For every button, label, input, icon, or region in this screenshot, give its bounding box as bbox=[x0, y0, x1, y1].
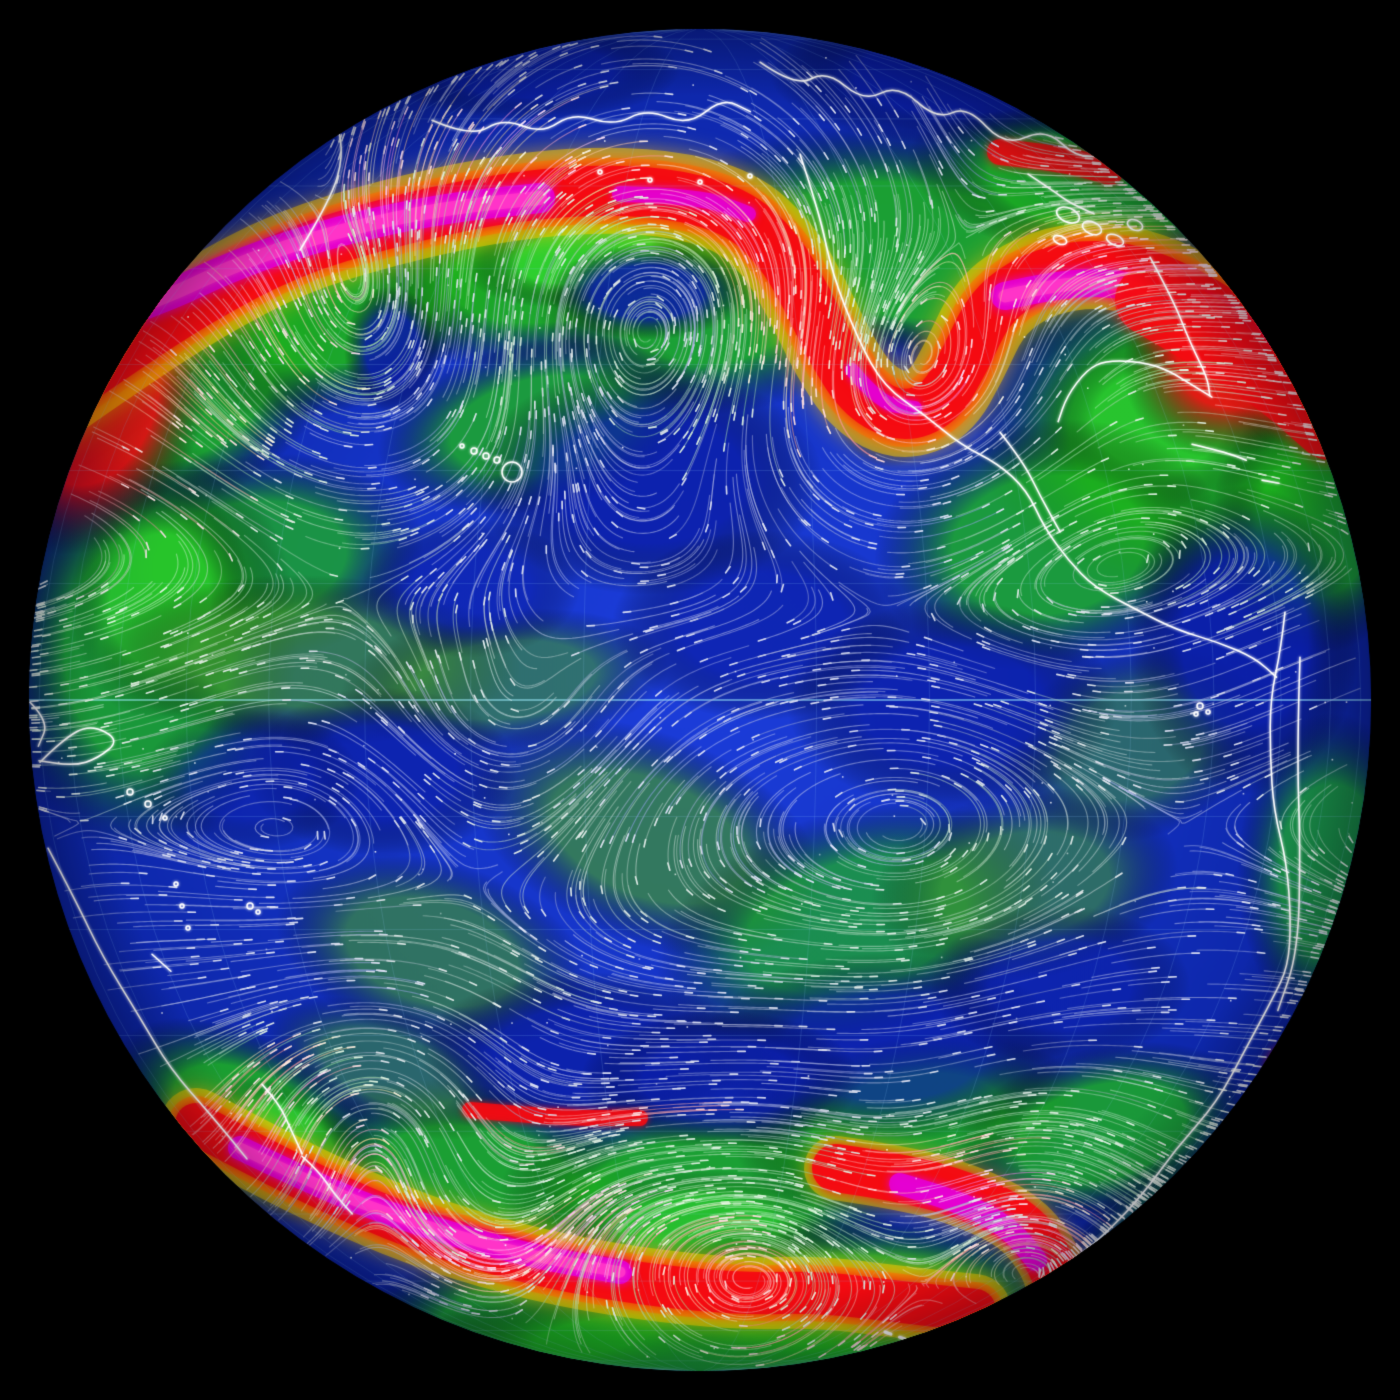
wind-globe[interactable] bbox=[0, 0, 1400, 1400]
wind-map-app bbox=[0, 0, 1400, 1400]
